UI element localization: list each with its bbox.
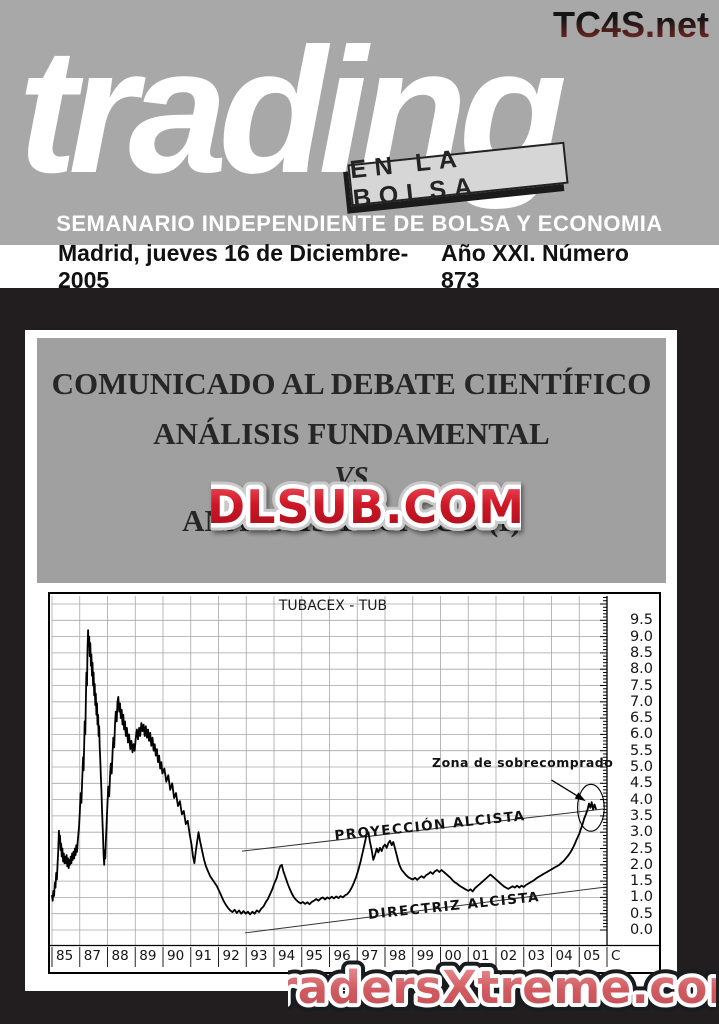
y-tick-label: 8.0 [629,661,653,678]
headline-line-2: ANÁLISIS FUNDAMENTAL [153,416,550,451]
y-tick-label: 3.0 [629,824,653,841]
y-tick-label: 5.0 [629,759,653,775]
y-tick-label: 4.0 [629,791,653,808]
overbought-ellipse [577,783,605,832]
x-tick-label: 96 [333,948,351,964]
issue-date: Madrid, jueves 16 de Diciembre-2005 [58,239,409,293]
x-tick-label: 01 [472,948,490,964]
y-tick-label: 6.5 [629,710,653,727]
masthead: TC4S.net trading EN LA BOLSA SEMANARIO I… [0,0,719,245]
date-strip: Madrid, jueves 16 de Diciembre-2005 Año … [0,240,719,293]
y-tick-label: 7.5 [629,677,653,694]
x-tick-label: 00 [444,948,462,964]
annotation-arrow [551,779,581,799]
x-tick-label: 95 [305,948,323,964]
dlsub-stamp-text: DLSUB.COM [211,480,521,534]
lower-trendline [244,886,606,934]
x-tick-label: 99 [416,948,434,964]
headline-line-1: COMUNICADO AL DEBATE CIENTÍFICO [51,366,652,401]
y-tick-label: 5.5 [629,742,653,759]
x-tick-label: 98 [389,948,407,964]
y-tick-label: 0.0 [629,922,653,938]
watermark-white-outline: TradersXtreme.com [288,961,716,1014]
content-frame: COMUNICADO AL DEBATE CIENTÍFICO ANÁLISIS… [25,330,677,991]
upper-trendline [242,808,604,852]
x-tick-label: 90 [167,948,185,964]
y-tick-label: 9.0 [629,628,653,645]
headline-line-4: ANÁLISIS TÉCNICO (I) [182,503,521,538]
x-tick-label: C [611,948,621,964]
annotation-arrowhead [574,792,586,802]
y-tick-label: 7.0 [629,693,653,710]
x-tick-label: 88 [111,948,129,964]
dlsub-stamp-outer-edge: DLSUB.COM [211,480,521,534]
price-line [51,629,597,916]
watermark-dark-outline: TradersXtreme.com [288,961,716,1014]
tc4s-site-link[interactable]: TC4S.net [552,4,709,45]
x-tick-label: 02 [500,948,518,964]
x-tick-label: 91 [194,948,212,964]
headline-box: COMUNICADO AL DEBATE CIENTÍFICO ANÁLISIS… [37,338,666,583]
x-tick-label: 05 [583,948,601,964]
y-tick-label: 0.5 [629,905,653,922]
x-tick-label: 89 [139,948,157,964]
y-tick-label: 9.5 [629,612,653,629]
x-tick-label: 04 [555,948,573,964]
x-tick-label: 85 [56,948,74,964]
x-tick-label: 97 [361,948,379,964]
stock-chart-panel: TUBACEX - TUB Zona de sobrecomprado PROY… [48,592,661,974]
stock-chart [50,596,659,967]
x-tick-label: 92 [222,948,240,964]
y-tick-label: 6.0 [629,726,653,743]
y-tick-label: 1.0 [629,889,653,906]
y-tick-label: 2.5 [629,840,653,857]
watermark-text: TradersXtreme.com [288,961,716,1014]
issue-number: Año XXI. Número 873 [441,239,629,293]
y-tick-label: 8.5 [629,644,653,661]
cover-body: COMUNICADO AL DEBATE CIENTÍFICO ANÁLISIS… [0,288,719,1024]
x-tick-label: 93 [250,948,268,964]
headline-vs: VS [334,462,369,493]
overbought-annotation: Zona de sobrecomprado [432,755,614,770]
dlsub-stamp-white-outline: DLSUB.COM [211,480,521,534]
y-tick-label: 3.5 [629,807,653,824]
dlsub-stamp[interactable]: DLSUB.COM DLSUB.COM DLSUB.COM [211,471,521,545]
y-tick-label: 1.5 [629,873,653,890]
y-tick-label: 2.0 [629,856,653,873]
x-tick-label: 87 [83,948,101,964]
tradersxtreme-watermark[interactable]: TradersXtreme.com TradersXtreme.com Trad… [288,956,716,1022]
y-tick-label: 4.5 [629,775,653,792]
magazine-tagline: SEMANARIO INDEPENDIENTE DE BOLSA Y ECONO… [56,211,663,236]
x-tick-label: 94 [278,948,296,964]
x-tick-label: 03 [527,948,545,964]
chart-title: TUBACEX - TUB [278,598,388,614]
